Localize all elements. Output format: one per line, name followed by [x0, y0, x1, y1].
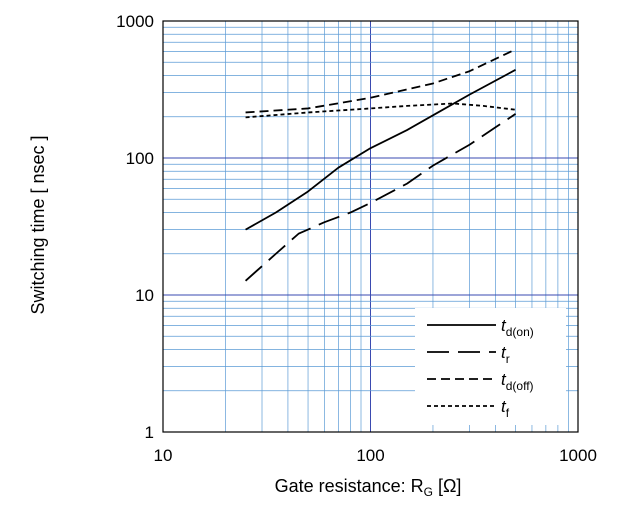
legend-label-r: tr — [501, 343, 510, 366]
x-tick-label: 10 — [154, 446, 173, 465]
plot-frame — [162, 20, 579, 433]
series-line-t-d(off) — [245, 48, 516, 114]
y-axis-label: Switching time [ nsec ] — [28, 135, 48, 314]
legend-label-f: tf — [501, 397, 510, 420]
x-axis-label-subscript: G — [424, 485, 433, 499]
legend-label-d(off): td(off) — [501, 370, 534, 393]
x-tick-label: 1000 — [559, 446, 597, 465]
legend-label-d(on): td(on) — [501, 316, 534, 339]
x-axis-label: Gate resistance: RG [Ω] — [275, 476, 462, 499]
y-tick-label: 1000 — [116, 12, 154, 31]
series-line-t-d(on) — [245, 69, 516, 231]
y-tick-label: 1 — [145, 423, 154, 442]
y-tick-label: 100 — [126, 149, 154, 168]
x-axis-label-unit: [Ω] — [433, 476, 461, 496]
y-tick-label: 10 — [135, 286, 154, 305]
series-line-t-r — [244, 113, 517, 282]
series-line-t-f — [245, 102, 516, 119]
x-tick-label: 100 — [356, 446, 384, 465]
x-axis-label-main: Gate resistance: R — [275, 476, 424, 496]
